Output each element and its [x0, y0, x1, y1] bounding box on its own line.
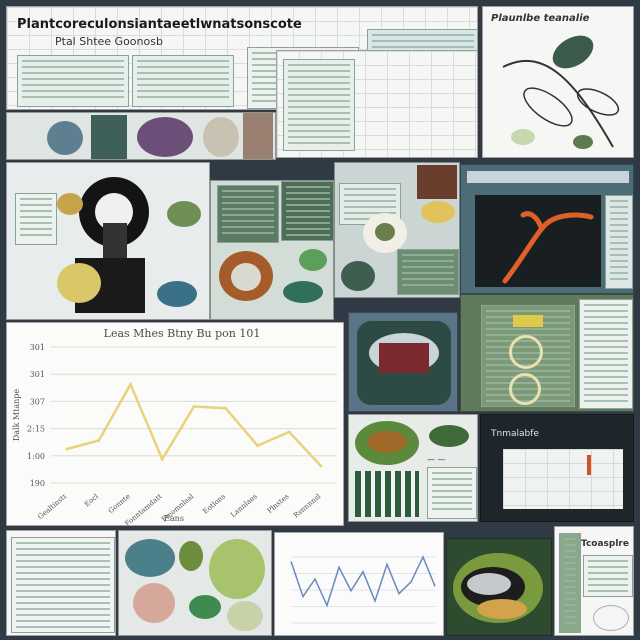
botanical-title: Plaunlbe teanalie: [491, 13, 590, 24]
bottom-specimen: [446, 538, 552, 636]
x-tick-label: Plnstes: [266, 492, 291, 515]
dark-figure-panel: [460, 164, 634, 294]
x-tick-label: Lannlaes: [229, 492, 259, 519]
leaf-illustration: [502, 35, 620, 149]
dark-bar-panel: Tnmalabfe: [480, 414, 634, 522]
bottom-line-chart: [274, 532, 444, 636]
header-table-2: [132, 55, 234, 107]
bottom-line-svg: [290, 555, 436, 624]
collage-mid: [210, 180, 334, 320]
x-tick-label: Eotlons: [201, 492, 227, 516]
data-point: [287, 430, 291, 434]
collage-center: [334, 162, 460, 298]
data-point: [224, 406, 228, 410]
green-shape-panel: — —: [348, 414, 478, 522]
specimen-photo: [348, 312, 458, 412]
green-data-panel: [460, 294, 634, 412]
header-table: [17, 55, 129, 107]
data-point: [256, 444, 259, 448]
data-point: [65, 447, 69, 451]
bottom-right-title: Tcoasplre: [581, 539, 629, 549]
data-point: [160, 457, 164, 461]
line-chart-svg: 301 301 307 2:15 1:00 190 Dalk Mtanpe Gealtinst…: [12, 343, 337, 525]
thumb-shape-1: [47, 121, 83, 155]
thumb-strip: [6, 112, 276, 160]
main-line-chart: Leas Mhes Btny Bu pon 101 301 301 307 2:15 1…: [6, 322, 344, 526]
x-tick-label: Rsnnnnsl: [292, 492, 323, 520]
botanical-panel: Plaunlbe teanalie: [482, 6, 634, 158]
orange-specimen-icon: [502, 211, 594, 284]
page-subtitle: Ptal Shtee Goonosb: [55, 35, 163, 48]
dark-panel-title: Tnmalabfe: [491, 429, 539, 439]
y-tick-label: 301: [30, 343, 45, 352]
y-tick-label: 307: [30, 397, 45, 406]
series-line: [66, 381, 322, 467]
chart-title: Leas Mhes Btny Bu pon 101: [103, 327, 261, 340]
x-tick-label: Gonnte: [107, 492, 132, 515]
data-point: [97, 439, 101, 442]
data-point: [192, 405, 196, 408]
y-tick-label: 190: [30, 479, 45, 488]
data-point: [129, 382, 132, 386]
x-axis-label: Eans: [164, 514, 184, 523]
page-title: Plantcoreculonsiantaeetlwnatsonscote: [17, 17, 302, 32]
thumb-shape-2: [91, 115, 127, 159]
thumb-shape-3: [137, 117, 193, 157]
y-tick-label: 301: [30, 370, 45, 379]
dark-plot: [475, 195, 601, 287]
x-tick-label: Gealtinstt: [36, 492, 68, 521]
x-tick-label: Eocl: [83, 492, 101, 509]
side-table: [283, 59, 355, 151]
thumb-shape-5: [243, 113, 273, 159]
bottom-table-doc: [6, 530, 116, 636]
bottom-right-doc: Tcoasplre: [554, 526, 634, 636]
y-tick-label: 1:00: [27, 452, 45, 461]
y-axis-label: Dalk Mtanpe: [12, 389, 21, 442]
series-line: [290, 555, 436, 608]
y-tick-label: 2:15: [27, 425, 45, 434]
thumb-shape-4: [203, 117, 239, 157]
data-point: [319, 464, 323, 468]
collage-left: [6, 162, 210, 320]
bottom-collage: [118, 530, 272, 636]
side-chart-doc: [276, 50, 478, 158]
